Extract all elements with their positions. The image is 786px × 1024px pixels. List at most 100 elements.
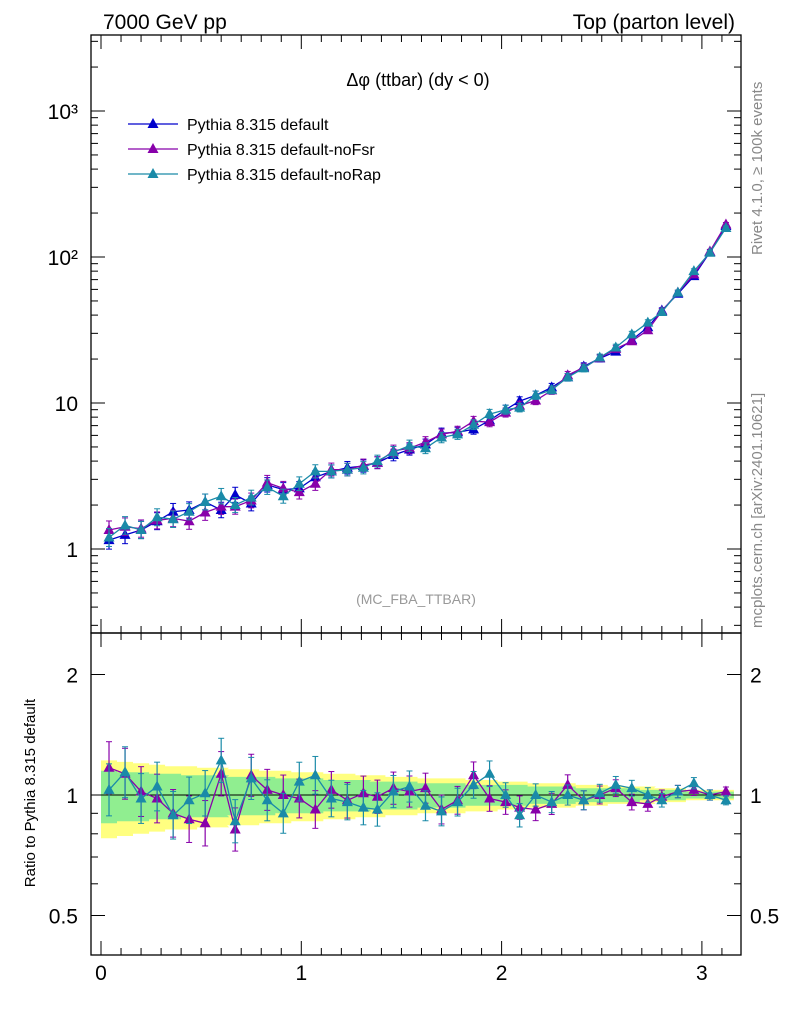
ratio-series-group	[103, 737, 732, 852]
ratio-point-0	[199, 817, 211, 828]
main-y-tick-labels: 1 10 10² 10³	[48, 101, 78, 562]
ratio-point-1	[500, 789, 512, 799]
x-tick-labels: 0 1 2 3	[95, 962, 708, 985]
data-point-2	[484, 408, 496, 419]
ratio-point-1	[642, 789, 654, 799]
x-tick-label: 3	[696, 962, 708, 985]
ratio-point-1	[594, 787, 606, 798]
data-point-2	[215, 490, 227, 501]
data-point-2	[135, 523, 147, 534]
x-tick-label: 2	[496, 962, 508, 985]
ratio-point-1	[119, 766, 131, 777]
data-point-2	[229, 499, 241, 510]
series-line-0	[108, 225, 727, 541]
data-point-2	[642, 316, 654, 327]
header-left: 7000 GeV pp	[103, 11, 227, 34]
data-point-1	[293, 486, 305, 497]
ratio-y-tick-label: 1	[66, 785, 78, 808]
main-axis-ticks	[91, 35, 741, 633]
data-point-0	[229, 488, 241, 499]
series-line-1	[108, 224, 727, 531]
ratio-y-tick-label-right: 0.5	[750, 906, 779, 929]
data-point-1	[277, 482, 289, 493]
data-point-2	[245, 491, 257, 502]
data-point-1	[215, 500, 227, 511]
ratio-point-0	[484, 792, 496, 803]
ratio-point-1	[151, 780, 163, 791]
x-tick-label: 0	[95, 962, 107, 985]
ratio-point-1	[167, 809, 179, 820]
data-point-2	[419, 442, 431, 453]
data-point-2	[325, 465, 337, 476]
legend: Pythia 8.315 default Pythia 8.315 default…	[128, 117, 381, 184]
ratio-line-0	[108, 767, 727, 832]
data-point-2	[199, 495, 211, 506]
main-title: Δφ (ttbar) (dy < 0)	[346, 70, 489, 90]
ratio-point-1	[704, 789, 716, 799]
ratio-ylabel: Ratio to Pythia 8.315 default	[22, 698, 39, 887]
data-point-1	[199, 506, 211, 517]
data-point-2	[594, 351, 606, 362]
main-y-tick-label: 10³	[48, 101, 78, 124]
legend-marker-0	[147, 118, 159, 128]
data-point-1	[309, 477, 321, 488]
legend-label-1: Pythia 8.315 default-noFsr	[187, 142, 375, 159]
ratio-point-1	[610, 778, 622, 789]
ratio-point-1	[387, 785, 399, 796]
ratio-point-1	[720, 794, 732, 805]
ratio-point-1	[325, 792, 337, 803]
data-point-2	[371, 455, 383, 466]
ratio-point-1	[546, 796, 558, 807]
data-point-1	[626, 335, 638, 346]
data-point-1	[419, 436, 431, 447]
legend-marker-2	[147, 168, 159, 178]
ratio-y-tick-labels: 0.5 0.5 1 1 2 2	[49, 665, 779, 929]
ratio-point-1	[419, 799, 431, 810]
data-point-2	[387, 446, 399, 457]
ratio-point-0	[530, 803, 542, 814]
data-point-2	[167, 513, 179, 524]
ratio-point-0	[309, 803, 321, 814]
data-point-2	[672, 286, 684, 297]
ratio-point-1	[578, 794, 590, 805]
ratio-point-1	[514, 809, 526, 820]
data-point-1	[642, 324, 654, 335]
ratio-y-tick-label-right: 2	[750, 665, 762, 688]
ratio-frame	[90, 632, 742, 956]
ratio-point-1	[229, 815, 241, 826]
data-point-2	[183, 505, 195, 516]
ratio-point-1	[103, 783, 115, 794]
data-point-2	[341, 463, 353, 474]
ratio-point-1	[530, 789, 542, 799]
main-y-tick-label: 10²	[48, 247, 78, 270]
data-point-1	[484, 416, 496, 427]
data-point-2	[452, 428, 464, 439]
data-point-2	[436, 431, 448, 442]
ratio-y-tick-label: 0.5	[49, 906, 78, 929]
ratio-point-1	[371, 803, 383, 814]
ratio-point-1	[562, 789, 574, 799]
ratio-point-1	[484, 767, 496, 778]
data-point-2	[468, 418, 480, 429]
ratio-point-1	[468, 778, 480, 789]
legend-label-2: Pythia 8.315 default-noRap	[187, 167, 381, 184]
ratio-point-0	[626, 796, 638, 807]
ratio-point-1	[656, 794, 668, 805]
data-point-2	[277, 490, 289, 501]
ratio-point-1	[215, 754, 227, 765]
data-point-2	[688, 265, 700, 276]
data-point-2	[119, 519, 131, 530]
data-point-2	[626, 328, 638, 339]
ratio-point-0	[419, 782, 431, 793]
ratio-point-1	[135, 792, 147, 803]
main-panel: Δφ (ttbar) (dy < 0) (MC_FBA_TTBAR) 1 10 10…	[48, 34, 742, 634]
main-series-group	[103, 218, 732, 550]
ratio-uncertainty-bands	[101, 760, 734, 839]
ratio-point-1	[183, 794, 195, 805]
main-y-tick-label: 1	[66, 539, 78, 562]
data-point-2	[309, 465, 321, 476]
data-point-2	[562, 371, 574, 382]
ratio-panel: 0.5 0.5 1 1 2 2 0 1 2 3 Ratio to Pythia 8.315 de…	[22, 632, 779, 985]
header-right: Top (parton level)	[573, 11, 735, 34]
mcplots-label: mcplots.cern.ch [arXiv:2401.10621]	[749, 393, 766, 628]
